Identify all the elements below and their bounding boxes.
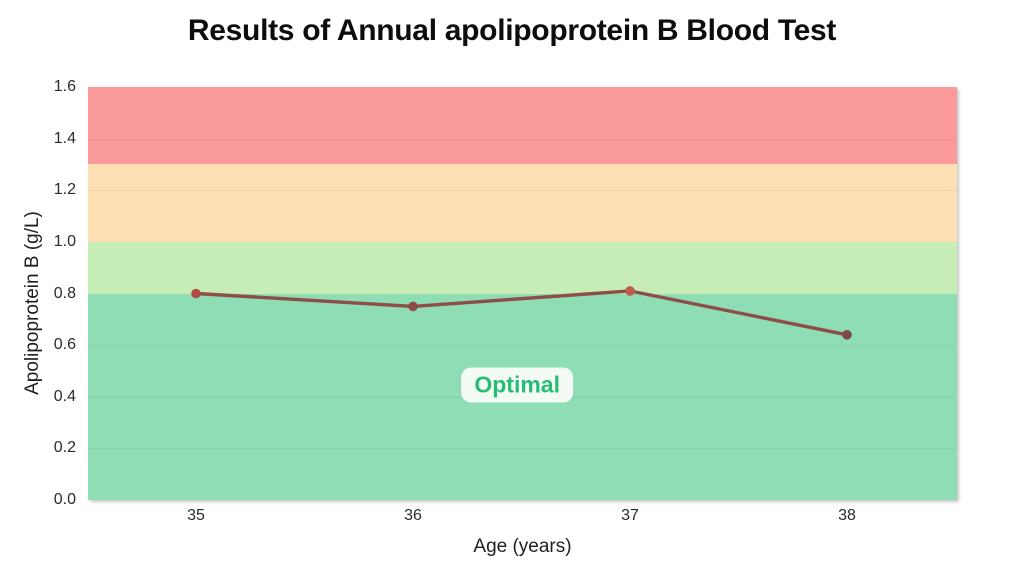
optimal-zone-label: Optimal [461,367,573,403]
series-line-chart [191,286,852,340]
y-tick-label: 0.2 [53,439,76,457]
x-tick-label: 38 [838,507,856,524]
band-high [88,87,957,165]
gridline [88,139,957,140]
y-tick-label: 0.8 [53,284,76,302]
plot-area: Optimal [88,87,957,500]
x-tick-label: 35 [187,507,205,524]
data-point-marker [408,301,418,312]
band-near-optimal [88,241,957,294]
y-tick-label: 1.0 [53,232,76,250]
data-point-marker [191,288,201,299]
y-tick-label: 1.6 [53,78,76,95]
data-point-marker [842,330,852,340]
x-tick-label: 37 [621,507,639,524]
data-point-marker [625,286,635,296]
series-line [194,289,849,337]
gridline [88,448,957,449]
y-tick-label: 0.4 [53,387,76,405]
gridline [88,190,957,191]
band-borderline-high [88,164,957,242]
gridline [88,345,957,346]
y-tick-label: 0.6 [53,336,76,354]
y-tick-label: 1.4 [53,129,76,147]
chart-title: Results of Annual apolipoprotein B Blood… [187,14,837,47]
x-tick-label: 36 [404,507,422,524]
y-tick-label: 1.2 [53,181,76,199]
x-axis-title: Age (years) [473,536,572,557]
y-tick-label: 0.0 [53,491,76,508]
